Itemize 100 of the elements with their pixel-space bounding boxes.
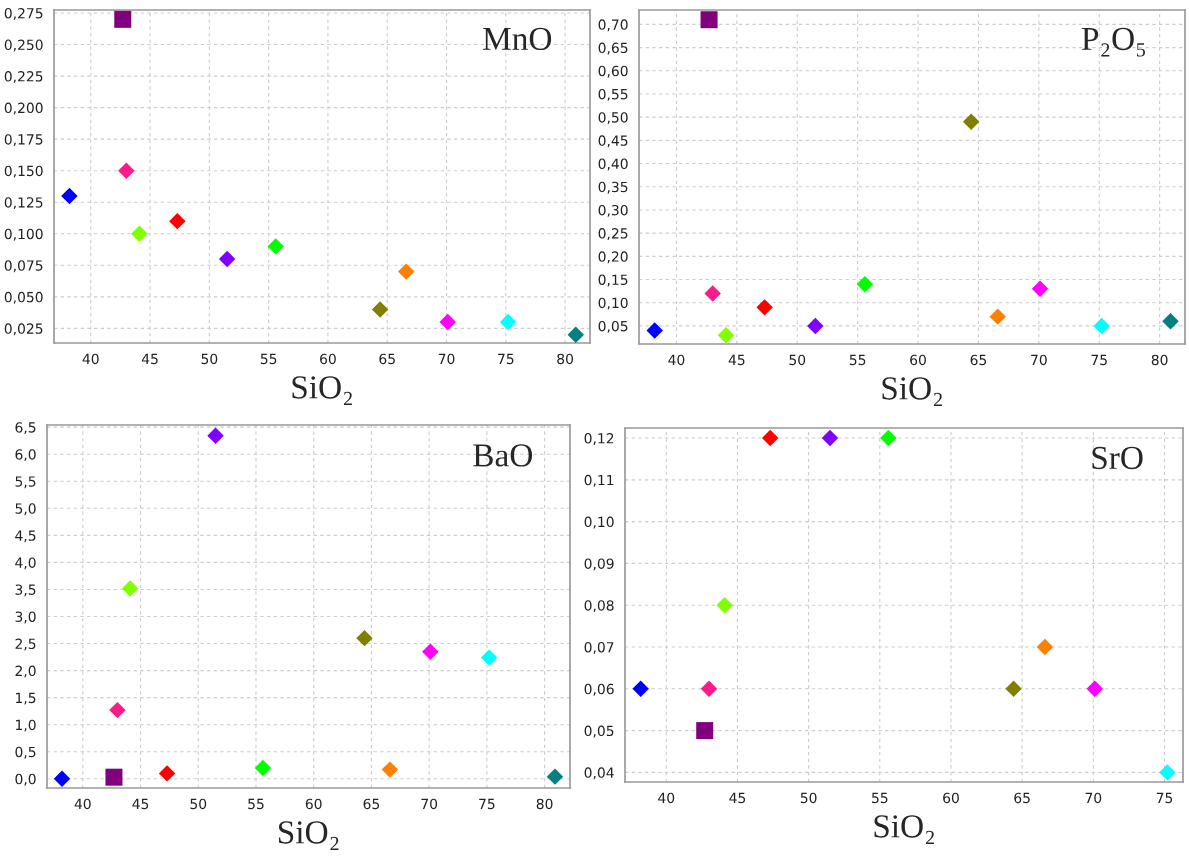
point xyxy=(880,429,897,447)
point xyxy=(717,326,735,344)
point xyxy=(807,317,824,335)
x-tick-label: 50 xyxy=(800,792,817,804)
x-tick-label: 45 xyxy=(729,792,746,804)
x-tick-label: 45 xyxy=(141,353,158,365)
x-tick-label: 40 xyxy=(82,353,99,365)
point xyxy=(499,313,517,331)
y-tick-label: 3,0 xyxy=(15,611,36,624)
point xyxy=(109,701,126,719)
x-axis-title: SiO₂ xyxy=(292,376,352,406)
y-tick-label: 6,5 xyxy=(15,422,36,435)
point xyxy=(646,322,663,339)
point xyxy=(1162,313,1179,330)
x-axis-title: SiO₂ xyxy=(882,377,942,407)
point xyxy=(1031,280,1049,298)
x-tick-label: 75 xyxy=(1091,354,1107,366)
x-tick-label: 55 xyxy=(849,354,866,366)
y-tick-label: 0,04 xyxy=(584,767,614,780)
point xyxy=(700,680,718,698)
y-tick-label: 0,70 xyxy=(598,19,628,32)
point xyxy=(254,759,272,777)
x-tick-label: 80 xyxy=(1151,354,1168,366)
point xyxy=(1159,764,1176,781)
point xyxy=(696,722,714,740)
x-tick-label: 45 xyxy=(132,798,149,810)
y-tick-label: 0,225 xyxy=(4,71,43,83)
point xyxy=(207,427,224,445)
x-tick-label: 70 xyxy=(421,798,438,810)
y-tick-label: 2,5 xyxy=(15,638,36,651)
y-tick-label: 0,11 xyxy=(584,474,614,487)
point xyxy=(158,765,176,782)
y-tick-label: 0,65 xyxy=(598,42,628,55)
point xyxy=(1086,680,1103,698)
point xyxy=(267,238,284,255)
y-tick-label: 0,07 xyxy=(584,641,614,654)
point xyxy=(761,429,779,447)
point xyxy=(218,250,236,268)
point xyxy=(756,299,773,316)
point xyxy=(381,761,399,778)
y-tick-label: 1,5 xyxy=(16,692,36,705)
x-tick-label: 55 xyxy=(872,792,888,804)
x-tick-label: 50 xyxy=(190,798,207,810)
x-tick-label: 60 xyxy=(910,354,926,366)
y-tick-label: 0,050 xyxy=(4,291,43,304)
point xyxy=(121,580,139,597)
x-tick-label: 80 xyxy=(536,798,553,810)
point xyxy=(356,629,373,647)
point xyxy=(700,11,718,29)
chart-title: SrO xyxy=(1092,446,1143,470)
x-tick-label: 70 xyxy=(1085,792,1102,804)
point xyxy=(856,275,874,293)
y-tick-label: 0,60 xyxy=(598,65,628,78)
point xyxy=(422,643,439,660)
y-tick-label: 0,08 xyxy=(584,600,614,613)
y-tick-label: 0,09 xyxy=(584,558,614,571)
x-tick-label: 65 xyxy=(379,353,395,365)
y-tick-label: 5,0 xyxy=(15,503,36,516)
y-tick-label: 0,0 xyxy=(15,773,36,786)
y-tick-label: 0,50 xyxy=(598,112,628,125)
point xyxy=(439,313,456,331)
x-tick-label: 70 xyxy=(438,353,455,365)
point xyxy=(169,212,186,230)
x-tick-label: 70 xyxy=(1031,354,1047,366)
x-tick-label: 40 xyxy=(74,798,91,810)
x-tick-label: 65 xyxy=(970,354,987,366)
x-tick-label: 65 xyxy=(1014,792,1030,804)
point xyxy=(114,10,132,28)
point xyxy=(821,429,839,447)
point xyxy=(131,225,148,242)
point xyxy=(1036,638,1054,656)
y-tick-label: 0,55 xyxy=(598,88,628,101)
y-tick-label: 0,05 xyxy=(584,725,614,738)
y-tick-label: 0,200 xyxy=(4,102,43,115)
y-tick-label: 0,075 xyxy=(4,260,43,273)
point xyxy=(53,770,71,788)
point xyxy=(704,285,721,302)
y-tick-label: 4,5 xyxy=(15,530,36,543)
y-tick-label: 0,175 xyxy=(4,134,43,147)
chart-title: MnO xyxy=(483,27,552,51)
point xyxy=(397,263,415,280)
x-tick-label: 50 xyxy=(201,353,218,365)
chart-title: BaO xyxy=(473,444,533,467)
x-tick-label: 75 xyxy=(479,798,495,810)
y-tick-label: 0,45 xyxy=(598,135,628,148)
y-tick-label: 0,12 xyxy=(584,433,614,445)
point xyxy=(371,301,389,318)
y-tick-label: 0,25 xyxy=(598,228,628,241)
y-tick-label: 1,0 xyxy=(16,719,36,732)
x-tick-label: 65 xyxy=(363,798,380,810)
x-tick-label: 55 xyxy=(248,798,264,810)
point xyxy=(962,113,980,131)
point xyxy=(567,326,584,343)
point xyxy=(1093,317,1110,335)
x-axis-title: SiO₂ xyxy=(874,815,934,845)
y-tick-label: 0,10 xyxy=(584,516,614,529)
y-tick-label: 0,20 xyxy=(598,251,628,264)
x-tick-label: 75 xyxy=(498,353,514,365)
y-tick-label: 0,125 xyxy=(4,197,43,210)
y-tick-label: 5,5 xyxy=(15,476,36,489)
